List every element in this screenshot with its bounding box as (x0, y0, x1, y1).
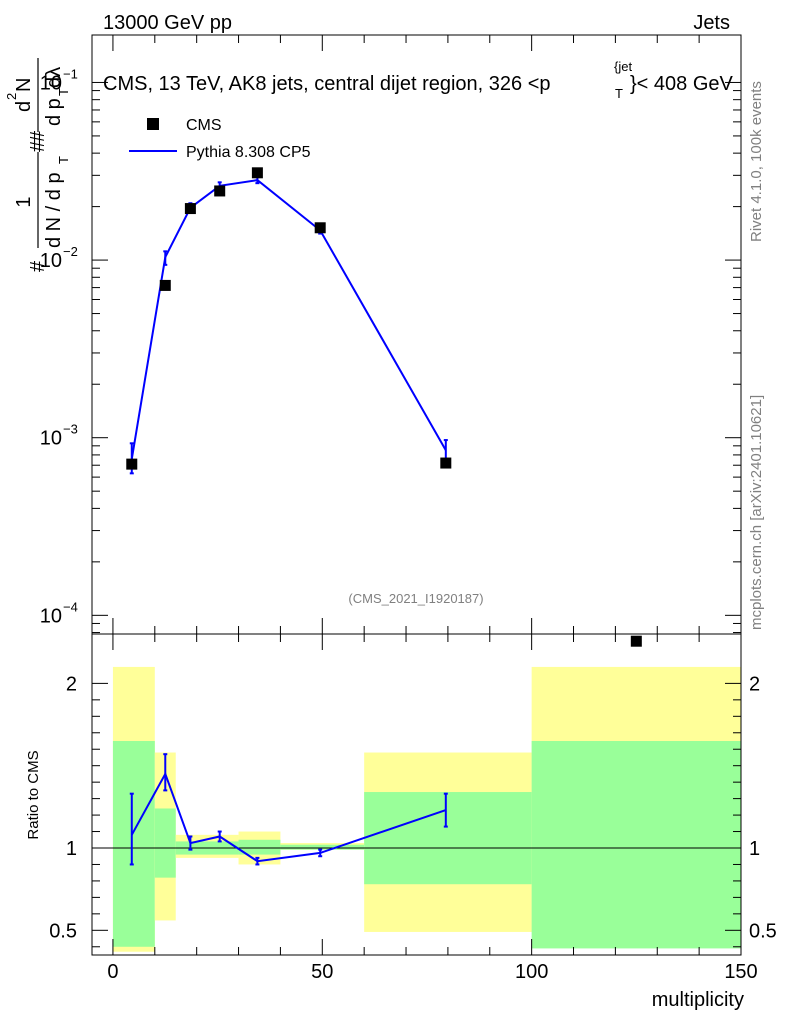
cms-data-point (159, 279, 171, 291)
ratio-data-layer (92, 753, 741, 866)
ratio-axes: 0.5 0.5 1 1 2 2 0 50 100 150 (49, 633, 777, 983)
cms-data-point (440, 457, 452, 469)
x-tick-label: 50 (311, 961, 333, 983)
plot-title-superscript: {jet (614, 59, 632, 74)
rivet-label: Rivet 4.1.0, 100k events (748, 81, 765, 242)
cms-data-point (630, 635, 642, 647)
green-uncertainty-band (280, 844, 365, 850)
x-tick-label: 0 (107, 961, 118, 983)
svg-text:1: 1 (13, 196, 35, 207)
ratio-uncertainty-bands (112, 666, 741, 952)
y-tick-label: 10 (40, 250, 62, 272)
y-tick-label: 10 (40, 605, 62, 627)
header-left: 13000 GeV pp (103, 12, 232, 34)
cms-data-point (126, 458, 138, 470)
svg-text:d: d (13, 101, 35, 112)
mcplots-label: mcplots.cern.ch [arXiv:2401.10621] (748, 395, 765, 630)
ratio-y-tick-label-right: 1 (749, 838, 760, 860)
ratio-frame (91, 633, 742, 956)
header-right: Jets (693, 12, 730, 34)
cms-data-point (314, 222, 326, 234)
y-tick-label-exponent: −1 (63, 66, 78, 81)
main-data-layer (126, 167, 642, 647)
green-uncertainty-band (238, 839, 281, 855)
y-tick-label: 10 (40, 72, 62, 94)
ratio-y-tick-label: 1 (66, 838, 77, 860)
svg-text:2: 2 (4, 93, 19, 100)
svg-text:d N / d p: d N / d p (43, 172, 65, 248)
ratio-y-tick-label: 0.5 (49, 920, 77, 942)
green-uncertainty-band (364, 792, 532, 885)
legend-label-pythia: Pythia 8.308 CP5 (186, 144, 311, 161)
ratio-y-tick-label: 2 (66, 673, 77, 695)
plot-title-subscript: T (615, 86, 623, 101)
analysis-id: (CMS_2021_I1920187) (348, 591, 483, 606)
svg-text:d p: d p (43, 98, 65, 126)
green-uncertainty-band (154, 808, 176, 878)
svg-text:T: T (56, 88, 71, 96)
green-uncertainty-band (112, 741, 155, 947)
ratio-ylabel: Ratio to CMS (25, 750, 42, 839)
y-tick-label-exponent: −3 (63, 422, 78, 437)
cms-data-point (251, 167, 263, 179)
cms-data-point (184, 203, 196, 215)
svg-text:N: N (13, 78, 35, 92)
svg-text:#: # (27, 260, 49, 272)
plot-title: CMS, 13 TeV, AK8 jets, central dijet reg… (103, 73, 551, 95)
y-tick-label-exponent: −4 (63, 599, 78, 614)
x-tick-label: 150 (724, 961, 757, 983)
y-tick-label: 10 (40, 428, 62, 450)
green-uncertainty-band (531, 741, 741, 949)
main-ylabel: # 1 d N / d p T # d 2 N d p T dλ # (4, 58, 71, 272)
ratio-y-tick-label-right: 0.5 (749, 920, 777, 942)
legend-marker-cms (147, 118, 159, 130)
y-tick-label-exponent: −2 (63, 244, 78, 259)
svg-text:#: # (27, 140, 49, 152)
x-axis-label: multiplicity (652, 989, 744, 1011)
ratio-y-tick-label-right: 2 (749, 673, 760, 695)
main-axes: 10−110−210−310−4 (40, 34, 742, 635)
x-tick-label: 100 (515, 961, 548, 983)
svg-text:dλ: dλ (43, 67, 65, 88)
plot-title-end: }< 408 GeV (630, 73, 734, 95)
pythia-curve (130, 179, 447, 460)
legend-label-cms: CMS (186, 117, 222, 134)
svg-text:#: # (27, 130, 49, 142)
svg-text:T: T (56, 156, 71, 164)
cms-data-point (214, 185, 226, 197)
